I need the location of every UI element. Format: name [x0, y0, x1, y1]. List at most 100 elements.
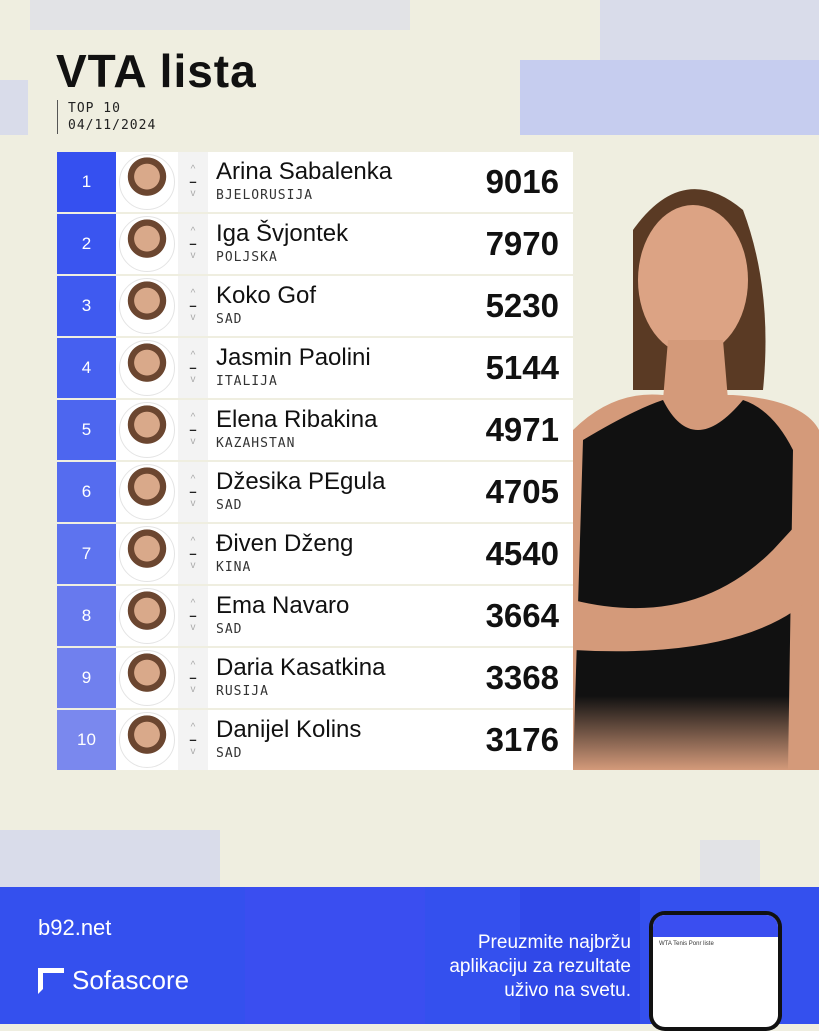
rank-change: ^ – v — [178, 710, 208, 770]
bg-block — [30, 0, 410, 30]
table-row: 9 ^ – v Daria Kasatkina RUSIJA 3368 — [57, 648, 573, 710]
player-info: Koko Gof SAD — [208, 276, 468, 336]
player-points: 3368 — [468, 648, 573, 708]
chevron-down-icon: v — [190, 312, 196, 323]
player-country: KINA — [216, 560, 252, 575]
ranking-table: 1 ^ – v Arina Sabalenka BJELORUSIJA 9016 2 ^… — [57, 152, 573, 772]
player-points: 4971 — [468, 400, 573, 460]
chevron-up-icon: ^ — [190, 660, 196, 671]
player-avatar-icon — [119, 340, 175, 396]
player-country: SAD — [216, 312, 243, 327]
rank-change: ^ – v — [178, 586, 208, 646]
change-value: – — [189, 608, 197, 623]
rank-change: ^ – v — [178, 648, 208, 708]
table-row: 1 ^ – v Arina Sabalenka BJELORUSIJA 9016 — [57, 152, 573, 214]
avatar — [116, 152, 178, 212]
change-value: – — [189, 236, 197, 251]
table-row: 10 ^ – v Danijel Kolins SAD 3176 — [57, 710, 573, 772]
player-info: Ema Navaro SAD — [208, 586, 468, 646]
rank-change: ^ – v — [178, 152, 208, 212]
sofascore-logo[interactable]: Sofascore — [38, 965, 189, 996]
player-info: Danijel Kolins SAD — [208, 710, 468, 770]
phone-title: WTA Tenis Ponr liste — [659, 941, 714, 947]
player-name: Džesika PEgula — [216, 468, 386, 495]
rank-cell: 4 — [57, 338, 116, 398]
rank-cell: 3 — [57, 276, 116, 336]
player-name: Elena Ribakina — [216, 406, 378, 433]
table-row: 2 ^ – v Iga Švjontek POLJSKA 7970 — [57, 214, 573, 276]
player-avatar-icon — [119, 402, 175, 458]
rank-cell: 10 — [57, 710, 116, 770]
player-name: Iga Švjontek — [216, 220, 349, 247]
page-title: VTA lista — [56, 45, 257, 97]
date: 04/11/2024 — [68, 118, 157, 133]
rank-cell: 6 — [57, 462, 116, 522]
bg-block — [0, 830, 220, 887]
chevron-up-icon: ^ — [190, 226, 196, 237]
rank-change: ^ – v — [178, 338, 208, 398]
player-info: Arina Sabalenka BJELORUSIJA — [208, 152, 468, 212]
footer: b92.net Sofascore Preuzmite najbržu apli… — [0, 887, 819, 1031]
player-avatar-icon — [119, 712, 175, 768]
avatar — [116, 710, 178, 770]
player-info: Điven Dženg KINA — [208, 524, 468, 584]
change-value: – — [189, 422, 197, 437]
change-value: – — [189, 298, 197, 313]
player-points: 9016 — [468, 152, 573, 212]
promo-text: Preuzmite najbržu aplikaciju za rezultat… — [449, 931, 631, 1003]
chevron-up-icon: ^ — [190, 722, 196, 733]
avatar — [116, 276, 178, 336]
player-avatar-icon — [119, 650, 175, 706]
player-name: Danijel Kolins — [216, 716, 362, 743]
chevron-up-icon: ^ — [190, 412, 196, 423]
change-value: – — [189, 174, 197, 189]
chevron-up-icon: ^ — [190, 536, 196, 547]
rank-cell: 9 — [57, 648, 116, 708]
player-points: 7970 — [468, 214, 573, 274]
bg-block — [520, 60, 819, 135]
chevron-up-icon: ^ — [190, 288, 196, 299]
player-avatar-icon — [119, 154, 175, 210]
player-info: Džesika PEgula SAD — [208, 462, 468, 522]
promo-line: aplikaciju za rezultate — [449, 956, 631, 977]
player-name: Jasmin Paolini — [216, 344, 371, 371]
rank-change: ^ – v — [178, 462, 208, 522]
chevron-down-icon: v — [190, 746, 196, 757]
player-country: POLJSKA — [216, 250, 278, 265]
chevron-down-icon: v — [190, 560, 196, 571]
player-avatar-icon — [119, 526, 175, 582]
player-info: Elena Ribakina KAZAHSTAN — [208, 400, 468, 460]
rank-change: ^ – v — [178, 276, 208, 336]
table-row: 4 ^ – v Jasmin Paolini ITALIJA 5144 — [57, 338, 573, 400]
player-points: 3176 — [468, 710, 573, 770]
player-avatar-icon — [119, 278, 175, 334]
b92-logo[interactable]: b92.net — [38, 915, 112, 940]
player-name: Daria Kasatkina — [216, 654, 386, 681]
player-name: Ema Navaro — [216, 592, 350, 619]
player-photo — [573, 189, 819, 770]
change-value: – — [189, 484, 197, 499]
rank-cell: 1 — [57, 152, 116, 212]
player-info: Jasmin Paolini ITALIJA — [208, 338, 468, 398]
avatar — [116, 524, 178, 584]
avatar — [116, 648, 178, 708]
subtitle: TOP 10 — [68, 101, 121, 116]
change-value: – — [189, 670, 197, 685]
chevron-down-icon: v — [190, 250, 196, 261]
bg-block — [700, 840, 760, 887]
chevron-down-icon: v — [190, 436, 196, 447]
avatar — [116, 462, 178, 522]
promo-line: uživo na svetu. — [504, 980, 631, 1001]
player-info: Daria Kasatkina RUSIJA — [208, 648, 468, 708]
player-name: Điven Dženg — [216, 530, 354, 557]
rank-change: ^ – v — [178, 524, 208, 584]
player-country: ITALIJA — [216, 374, 278, 389]
chevron-down-icon: v — [190, 188, 196, 199]
table-row: 7 ^ – v Điven Dženg KINA 4540 — [57, 524, 573, 586]
chevron-down-icon: v — [190, 374, 196, 385]
player-country: SAD — [216, 498, 243, 513]
player-name: Koko Gof — [216, 282, 317, 309]
rank-change: ^ – v — [178, 214, 208, 274]
promo-line: Preuzmite najbržu — [477, 932, 631, 953]
change-value: – — [189, 732, 197, 747]
